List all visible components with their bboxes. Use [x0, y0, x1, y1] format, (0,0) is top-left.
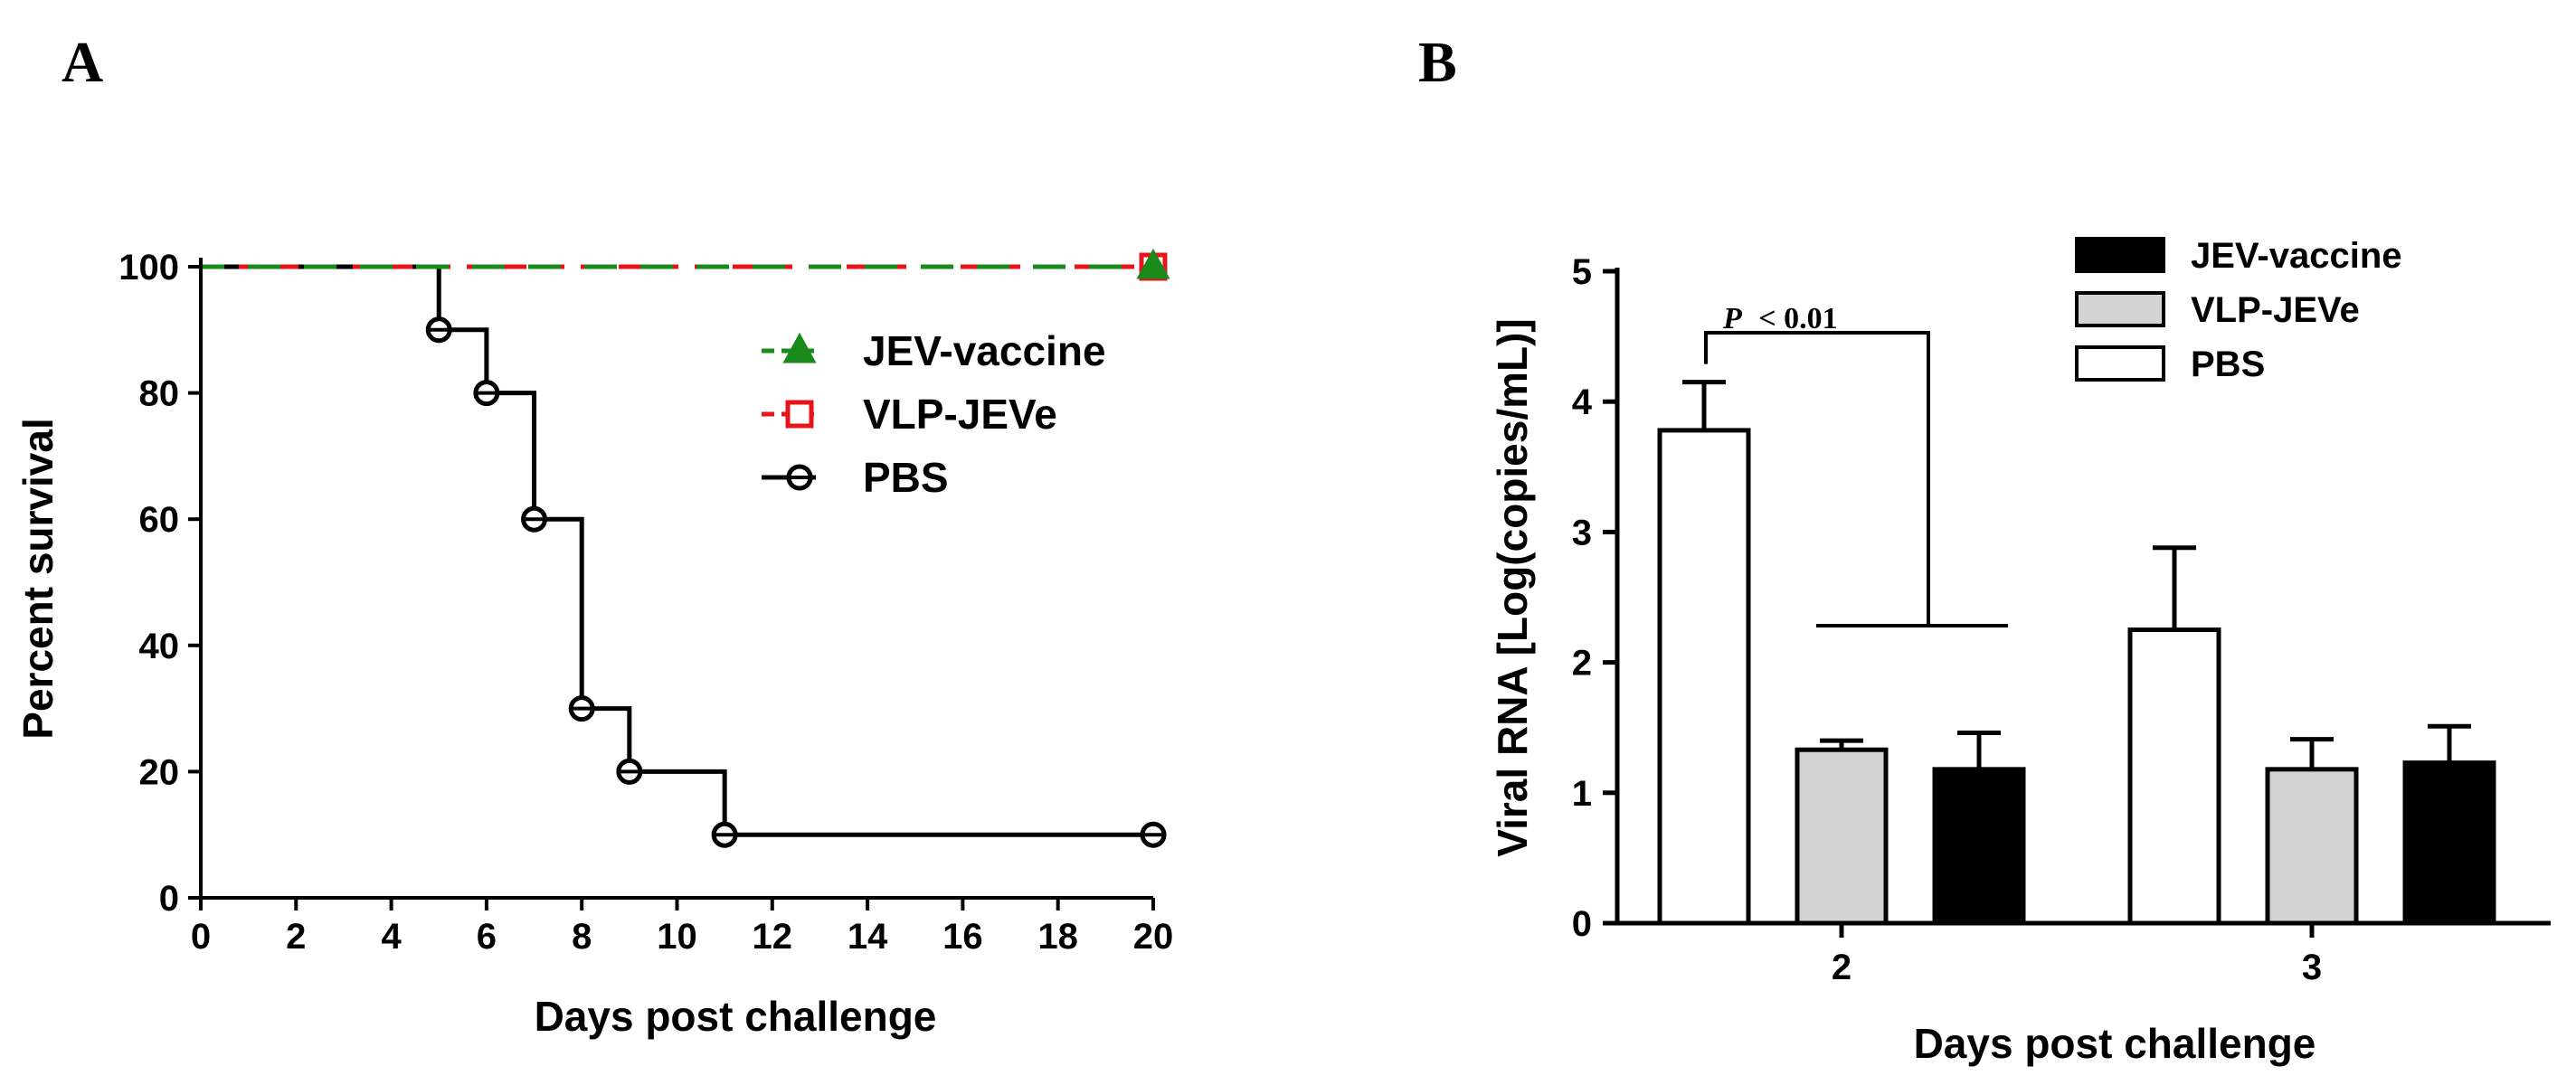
legend-b-swatch [2075, 237, 2165, 273]
legend-b-swatch [2075, 345, 2165, 382]
legend-item-vlp-jeve: VLP-JEVe [762, 391, 1057, 438]
survival-x-tick-label: 2 [286, 917, 306, 957]
rna-x-tick-label: 2 [1832, 948, 1852, 987]
bar-jev-vaccine [2402, 760, 2496, 926]
p-value-label: P < 0.01 [1722, 302, 1838, 335]
survival-x-tick-label: 0 [191, 917, 211, 957]
bar-group-vlp-jeve-3 [2265, 737, 2359, 926]
bar-group-jev-vaccine-3 [2402, 723, 2496, 926]
bar-group-pbs-2 [1657, 380, 1751, 926]
rna-x-axis-title: Days post challenge [1914, 1020, 2316, 1067]
survival-y-tick-label: 100 [118, 248, 179, 288]
legend-b-item-vlp-jeve: VLP-JEVe [2075, 290, 2360, 330]
significance-bracket [1704, 331, 1930, 626]
significance-annotation: P < 0.01 [1704, 302, 2008, 627]
rna-x-tick-label: 3 [2302, 948, 2322, 987]
legend-label: VLP-JEVe [863, 391, 1057, 438]
series-jev-vaccine [201, 248, 1170, 279]
survival-x-tick-label: 18 [1037, 917, 1078, 957]
survival-y-tick-label: 40 [139, 627, 180, 666]
rna-y-tick-label: 1 [1572, 774, 1592, 814]
legend-b-label: PBS [2191, 344, 2265, 384]
bar-vlp-jeve [1795, 747, 1889, 926]
survival-y-tick-label: 0 [159, 879, 179, 919]
survival-x-tick-label: 12 [753, 917, 793, 957]
survival-y-axis-title: Percent survival [14, 418, 62, 739]
survival-y-tick-label: 20 [139, 752, 180, 792]
rna-y-tick-label: 5 [1572, 252, 1592, 292]
bar-group-pbs-3 [2127, 545, 2221, 926]
survival-x-tick-label: 6 [477, 917, 497, 957]
panel-b-label: B [1418, 30, 1457, 94]
legend-b-label: VLP-JEVe [2191, 290, 2360, 330]
bar-group-jev-vaccine-2 [1932, 730, 2026, 926]
rna-y-tick-label: 0 [1572, 904, 1592, 944]
survival-x-tick-label: 16 [942, 917, 983, 957]
legend-b-item-pbs: PBS [2075, 344, 2265, 384]
bar-pbs [2127, 627, 2221, 926]
survival-chart: 0 20 40 60 80 100 0 2 4 6 8 10 12 14 16 18 20 JEV-vaccin… [14, 248, 1173, 1040]
legend-b-item-jev-vaccine: JEV-vaccine [2075, 236, 2402, 276]
p-symbol: P [1722, 302, 1742, 335]
bar-vlp-jeve [2265, 767, 2359, 926]
series-jev-vaccine-marker [1136, 248, 1170, 279]
survival-x-axis-title: Days post challenge [535, 993, 937, 1040]
legend-b-swatch [2075, 291, 2165, 327]
survival-y-tick-label: 60 [139, 500, 180, 540]
series-pbs [201, 264, 1167, 848]
survival-x-tick-label: 8 [572, 917, 592, 957]
bar-group-vlp-jeve-2 [1795, 738, 1889, 926]
legend-b-label: JEV-vaccine [2191, 236, 2402, 276]
legend-swatch-marker [785, 400, 814, 429]
survival-x-tick-label: 14 [848, 917, 888, 957]
bar-pbs [1657, 428, 1751, 926]
legend-item-pbs: PBS [762, 454, 949, 501]
rna-y-tick-label: 4 [1572, 382, 1593, 422]
legend-label: PBS [863, 454, 949, 501]
legend-label: JEV-vaccine [863, 327, 1106, 374]
viral-rna-chart: 0 1 2 3 4 5 2 3 JEV-vaccine VLP-JEVe PBS P < 0.01… [1489, 236, 2551, 1067]
survival-x-tick-label: 20 [1133, 917, 1174, 957]
survival-y-tick-label: 80 [139, 374, 180, 414]
legend-item-jev-vaccine: JEV-vaccine [762, 327, 1106, 374]
p-threshold: < 0.01 [1758, 302, 1837, 335]
legend-swatch-marker [782, 332, 817, 363]
rna-y-tick-label: 2 [1572, 644, 1592, 684]
rna-y-axis-title: Viral RNA [Log(copies/mL)] [1489, 318, 1536, 856]
rna-y-tick-label: 3 [1572, 513, 1592, 552]
survival-x-tick-label: 10 [657, 917, 697, 957]
panel-a-label: A [62, 30, 103, 94]
bar-jev-vaccine [1932, 767, 2026, 926]
survival-x-tick-label: 4 [381, 917, 402, 957]
